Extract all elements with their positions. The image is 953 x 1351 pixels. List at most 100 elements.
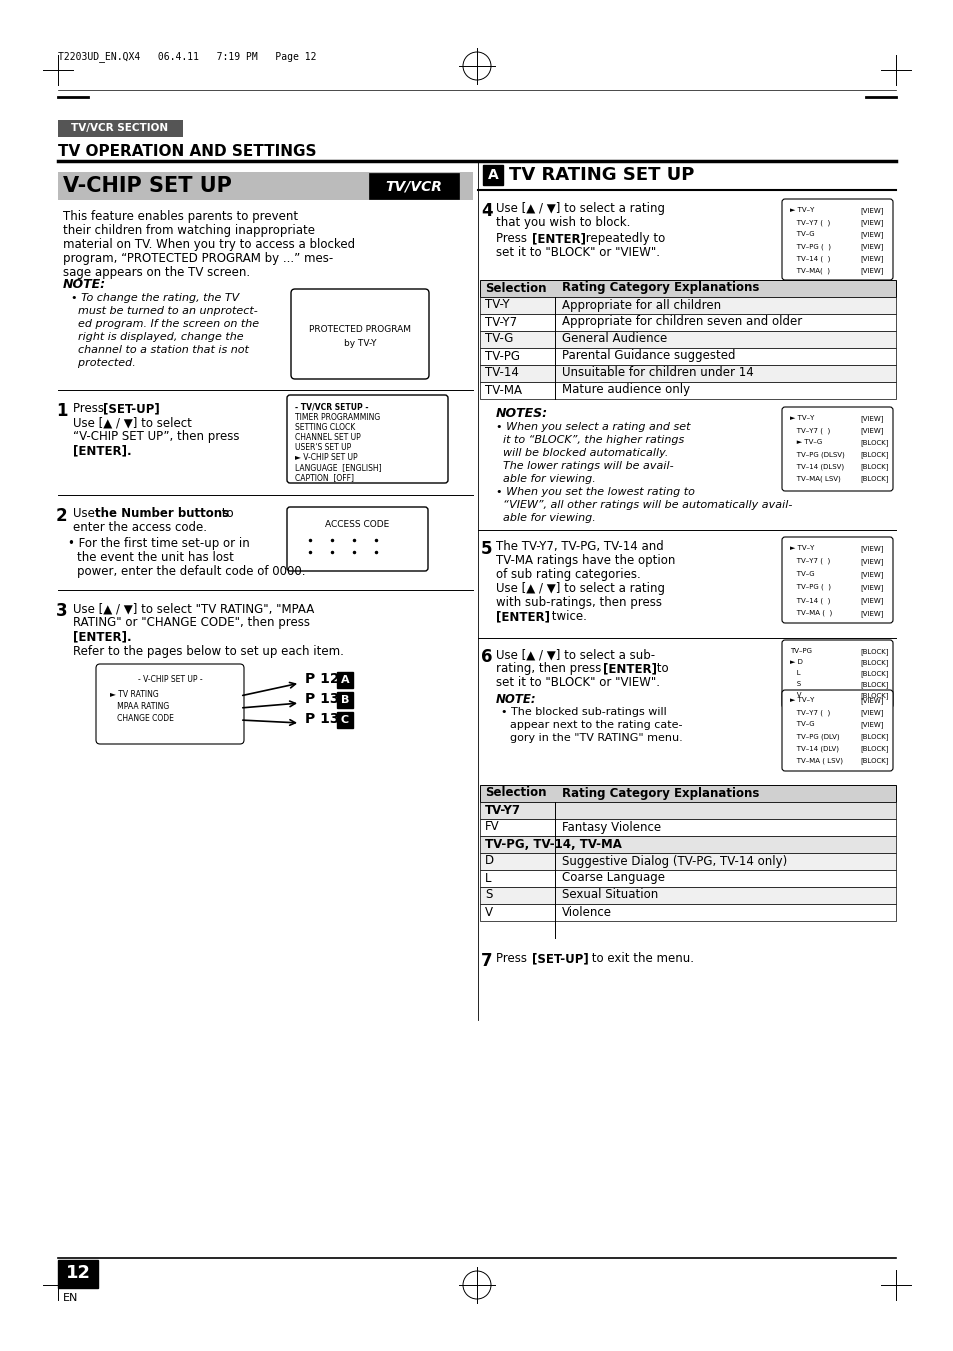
Text: “V-CHIP SET UP”, then press: “V-CHIP SET UP”, then press (73, 430, 239, 443)
Text: [VIEW]: [VIEW] (859, 571, 882, 578)
Text: Refer to the pages below to set up each item.: Refer to the pages below to set up each … (73, 644, 343, 658)
Text: ► TV–Y: ► TV–Y (789, 697, 814, 703)
FancyBboxPatch shape (479, 349, 895, 365)
Text: TV–PG (  ): TV–PG ( ) (789, 584, 830, 590)
Text: [BLOCK]: [BLOCK] (859, 670, 887, 677)
Text: the event the unit has lost: the event the unit has lost (77, 551, 233, 563)
Text: [VIEW]: [VIEW] (859, 231, 882, 238)
Text: A: A (340, 676, 349, 685)
Text: 7: 7 (480, 952, 492, 970)
Text: The lower ratings will be avail-: The lower ratings will be avail- (496, 461, 673, 471)
Text: [SET-UP]: [SET-UP] (103, 403, 159, 415)
Text: [BLOCK]: [BLOCK] (859, 476, 887, 482)
Text: to exit the menu.: to exit the menu. (587, 952, 693, 965)
Text: TV/VCR SECTION: TV/VCR SECTION (71, 123, 169, 132)
Text: General Audience: General Audience (561, 332, 666, 346)
Text: able for viewing.: able for viewing. (496, 474, 595, 484)
Text: protected.: protected. (71, 358, 135, 367)
Text: Appropriate for children seven and older: Appropriate for children seven and older (561, 316, 801, 328)
Text: Press: Press (73, 403, 108, 415)
FancyBboxPatch shape (479, 852, 895, 870)
Text: - V-CHIP SET UP -: - V-CHIP SET UP - (137, 676, 202, 684)
Text: USER'S SET UP: USER'S SET UP (294, 443, 351, 453)
Text: S: S (789, 681, 801, 688)
Text: [VIEW]: [VIEW] (859, 558, 882, 565)
Text: [VIEW]: [VIEW] (859, 721, 882, 728)
Text: The TV-Y7, TV-PG, TV-14 and: The TV-Y7, TV-PG, TV-14 and (496, 540, 663, 553)
Text: S: S (484, 889, 492, 901)
FancyBboxPatch shape (479, 904, 895, 921)
Text: TV–Y7 (  ): TV–Y7 ( ) (789, 219, 829, 226)
Text: NOTE:: NOTE: (496, 693, 536, 707)
Text: TV-G: TV-G (484, 332, 513, 346)
Text: by TV-Y: by TV-Y (343, 339, 375, 347)
Text: [BLOCK]: [BLOCK] (859, 648, 887, 655)
FancyBboxPatch shape (479, 297, 895, 313)
Text: [BLOCK]: [BLOCK] (859, 439, 887, 446)
Text: TV-14: TV-14 (484, 366, 518, 380)
Text: Coarse Language: Coarse Language (561, 871, 664, 885)
Text: Appropriate for all children: Appropriate for all children (561, 299, 720, 312)
Text: B: B (340, 694, 349, 705)
Text: TV/VCR: TV/VCR (385, 178, 442, 193)
Text: Parental Guidance suggested: Parental Guidance suggested (561, 350, 735, 362)
Text: that you wish to block.: that you wish to block. (496, 216, 630, 230)
Text: .: . (156, 403, 159, 415)
FancyBboxPatch shape (369, 173, 458, 199)
Text: TV–MA (  ): TV–MA ( ) (789, 611, 831, 616)
Text: ► D: ► D (789, 659, 802, 665)
Text: TV–14 (DLSV): TV–14 (DLSV) (789, 463, 843, 470)
Text: L: L (789, 670, 800, 676)
FancyBboxPatch shape (482, 165, 502, 185)
FancyBboxPatch shape (781, 407, 892, 490)
Text: Use [▲ / ▼] to select "TV RATING", "MPAA: Use [▲ / ▼] to select "TV RATING", "MPAA (73, 603, 314, 615)
Text: the Number buttons: the Number buttons (95, 507, 229, 520)
Text: will be blocked automatically.: will be blocked automatically. (496, 449, 668, 458)
Text: TV–14 (DLV): TV–14 (DLV) (789, 744, 838, 751)
Text: gory in the "TV RATING" menu.: gory in the "TV RATING" menu. (510, 734, 682, 743)
Text: TV-PG, TV-14, TV-MA: TV-PG, TV-14, TV-MA (484, 838, 621, 851)
Text: CHANNEL SET UP: CHANNEL SET UP (294, 434, 360, 442)
Text: LANGUAGE  [ENGLISH]: LANGUAGE [ENGLISH] (294, 463, 381, 471)
Text: [BLOCK]: [BLOCK] (859, 681, 887, 688)
Text: TV–MA ( LSV): TV–MA ( LSV) (789, 757, 842, 763)
FancyBboxPatch shape (479, 785, 895, 802)
Text: set it to "BLOCK" or "VIEW".: set it to "BLOCK" or "VIEW". (496, 246, 659, 259)
Text: “VIEW”, all other ratings will be automatically avail-: “VIEW”, all other ratings will be automa… (496, 500, 792, 509)
Text: [BLOCK]: [BLOCK] (859, 463, 887, 470)
Text: [BLOCK]: [BLOCK] (859, 659, 887, 666)
FancyBboxPatch shape (336, 692, 353, 708)
Text: Mature audience only: Mature audience only (561, 384, 689, 396)
Text: it to “BLOCK”, the higher ratings: it to “BLOCK”, the higher ratings (496, 435, 683, 444)
FancyBboxPatch shape (781, 199, 892, 280)
Text: D: D (484, 854, 494, 867)
Text: [VIEW]: [VIEW] (859, 597, 882, 604)
Text: repeatedly to: repeatedly to (581, 232, 664, 245)
FancyBboxPatch shape (479, 313, 895, 331)
FancyBboxPatch shape (781, 640, 892, 708)
Text: P 13: P 13 (305, 712, 339, 725)
Text: must be turned to an unprotect-: must be turned to an unprotect- (71, 305, 257, 316)
Text: [ENTER].: [ENTER]. (73, 630, 132, 643)
Text: NOTES:: NOTES: (496, 407, 548, 420)
Text: TV OPERATION AND SETTINGS: TV OPERATION AND SETTINGS (58, 145, 316, 159)
Text: Press: Press (496, 232, 530, 245)
Text: L: L (484, 871, 491, 885)
Text: CHANGE CODE: CHANGE CODE (110, 713, 173, 723)
Text: NOTE:: NOTE: (63, 278, 106, 290)
Text: ► V-CHIP SET UP: ► V-CHIP SET UP (294, 453, 357, 462)
FancyBboxPatch shape (781, 536, 892, 623)
Text: TV–PG (  ): TV–PG ( ) (789, 243, 830, 250)
Text: 6: 6 (480, 648, 492, 666)
Text: [SET-UP]: [SET-UP] (532, 952, 588, 965)
Text: V: V (484, 905, 493, 919)
Text: [VIEW]: [VIEW] (859, 709, 882, 716)
Text: [VIEW]: [VIEW] (859, 544, 882, 551)
Text: Use [▲ / ▼] to select a sub-: Use [▲ / ▼] to select a sub- (496, 648, 655, 661)
Text: Violence: Violence (561, 905, 612, 919)
Text: material on TV. When you try to access a blocked: material on TV. When you try to access a… (63, 238, 355, 251)
Text: TV-MA ratings have the option: TV-MA ratings have the option (496, 554, 675, 567)
Text: • The blocked sub-ratings will: • The blocked sub-ratings will (500, 707, 666, 717)
Text: [VIEW]: [VIEW] (859, 243, 882, 250)
Text: their children from watching inappropriate: their children from watching inappropria… (63, 224, 314, 236)
